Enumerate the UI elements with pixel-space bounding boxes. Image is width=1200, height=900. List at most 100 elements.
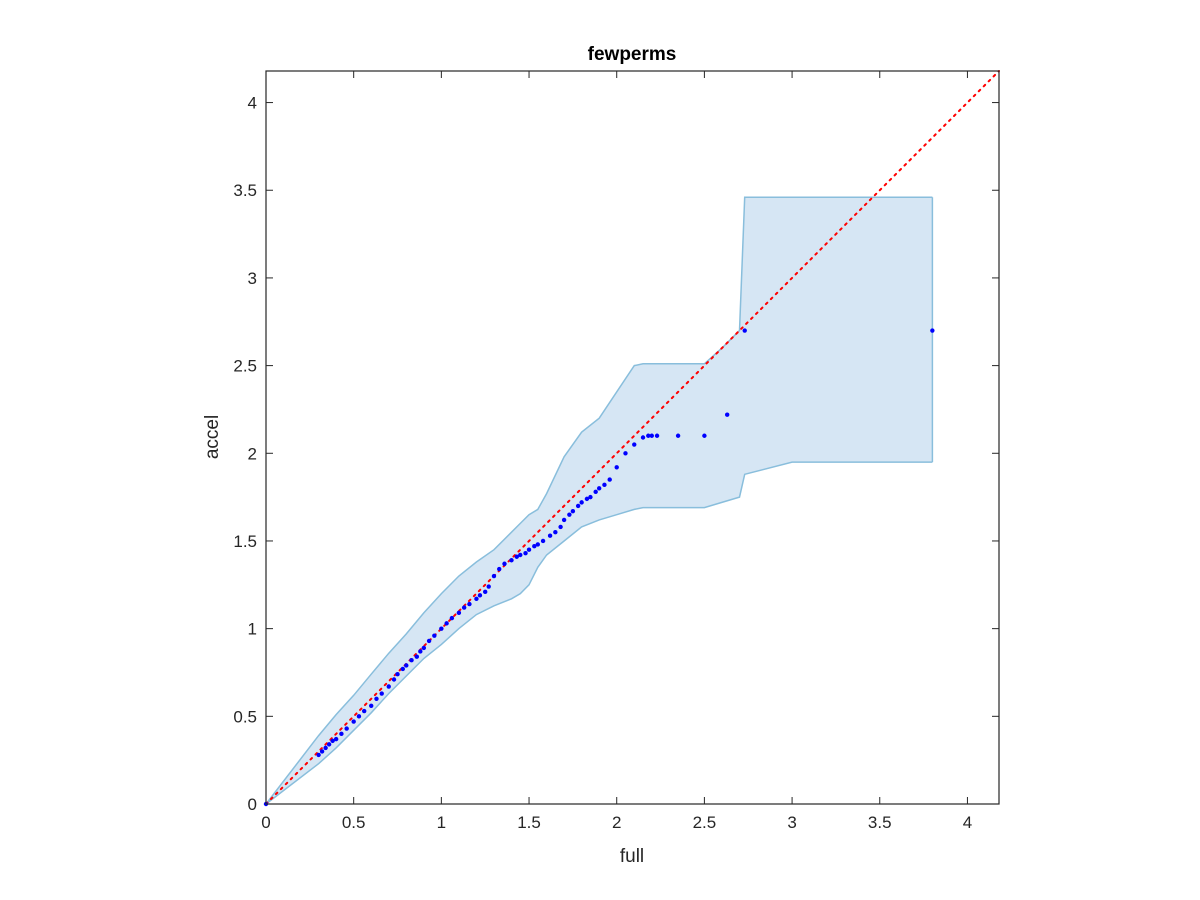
data-point (421, 645, 427, 651)
data-point (623, 451, 628, 456)
data-point (593, 489, 598, 495)
y-tick-label: 4 (248, 94, 257, 113)
data-point (426, 638, 432, 644)
data-point (477, 593, 483, 598)
data-point (553, 529, 558, 535)
data-point (316, 752, 321, 758)
data-point (540, 538, 546, 544)
data-point (369, 703, 374, 708)
data-point (400, 666, 405, 672)
data-point (518, 552, 523, 558)
reference-line (265, 70, 1000, 805)
y-tick-label: 0.5 (233, 707, 257, 726)
data-point (418, 649, 423, 654)
data-point (461, 605, 467, 610)
data-point (526, 547, 532, 552)
data-point (386, 684, 391, 689)
data-point (535, 542, 541, 547)
data-point (439, 626, 444, 631)
x-tick-label: 4 (963, 813, 972, 832)
data-point (497, 566, 502, 572)
y-tick-label: 2 (248, 444, 257, 463)
data-point (474, 596, 479, 602)
x-axis-label: full (620, 846, 644, 867)
x-tick-label: 0.5 (342, 813, 366, 832)
data-point (432, 633, 437, 638)
data-point (404, 663, 409, 668)
x-tick-label: 1 (437, 813, 446, 832)
data-point (567, 512, 572, 517)
x-tick-label: 2.5 (693, 813, 717, 832)
plot-frame (265, 70, 1000, 805)
data-point (596, 486, 602, 491)
data-point (640, 435, 646, 440)
data-point (514, 554, 519, 559)
data-point (575, 503, 581, 509)
data-point (330, 738, 335, 744)
data-point (323, 745, 328, 751)
x-tick-label: 3 (787, 813, 796, 832)
data-point (449, 615, 455, 621)
data-point (702, 433, 707, 438)
y-tick-label: 3 (248, 269, 257, 288)
y-tick-label: 1.5 (233, 532, 257, 551)
data-point (561, 517, 567, 523)
data-point (584, 496, 590, 502)
data-point (724, 412, 730, 417)
y-axis-label: accel (202, 415, 223, 459)
x-tick-label: 3.5 (868, 813, 892, 832)
data-point (351, 719, 356, 724)
data-point (742, 328, 747, 333)
data-point (579, 500, 584, 505)
band-upper-edge (265, 196, 933, 805)
data-point (491, 573, 497, 579)
data-point (649, 433, 654, 438)
data-point (414, 654, 420, 659)
data-point (532, 544, 537, 549)
data-point (614, 465, 619, 470)
data-point (395, 672, 400, 677)
data-point (646, 433, 651, 438)
data-point (374, 696, 379, 701)
data-point (356, 714, 362, 719)
data-point (930, 328, 935, 333)
data-point (339, 731, 344, 737)
data-point (467, 601, 472, 607)
chart-title: fewperms (588, 44, 677, 65)
data-point (344, 726, 349, 731)
data-point (333, 736, 339, 742)
data-point (602, 482, 607, 488)
data-point (444, 621, 449, 626)
data-point (486, 584, 491, 589)
data-point (588, 494, 593, 500)
y-tick-label: 1 (248, 620, 257, 639)
data-point (607, 477, 612, 482)
data-point (632, 442, 637, 447)
data-point (319, 749, 325, 754)
data-point (654, 433, 660, 438)
y-tick-label: 0 (248, 795, 257, 814)
y-tick-label: 3.5 (233, 181, 257, 200)
y-tick-label: 2.5 (233, 357, 257, 376)
x-tick-label: 1.5 (517, 813, 541, 832)
data-point (482, 589, 488, 595)
band-lower-edge (265, 461, 933, 805)
x-tick-label: 0 (261, 813, 270, 832)
data-point (379, 691, 384, 696)
confidence-band (266, 197, 933, 805)
data-point (570, 508, 576, 514)
data-point (502, 561, 507, 566)
data-point (509, 558, 514, 563)
data-point (326, 742, 332, 747)
data-point (362, 708, 367, 714)
plot-area: 0 0.5 1 1.5 2 2.5 3 3.5 4 0 0.5 1 1.5 2 2.5 3 3.5 4 (233, 70, 1000, 832)
data-point (523, 551, 528, 556)
data-point (391, 677, 397, 682)
x-tick-label: 2 (612, 813, 621, 832)
data-point (558, 524, 563, 530)
data-point (547, 533, 553, 538)
data-point (456, 610, 462, 616)
data-point (675, 433, 681, 438)
data-point (409, 658, 414, 663)
